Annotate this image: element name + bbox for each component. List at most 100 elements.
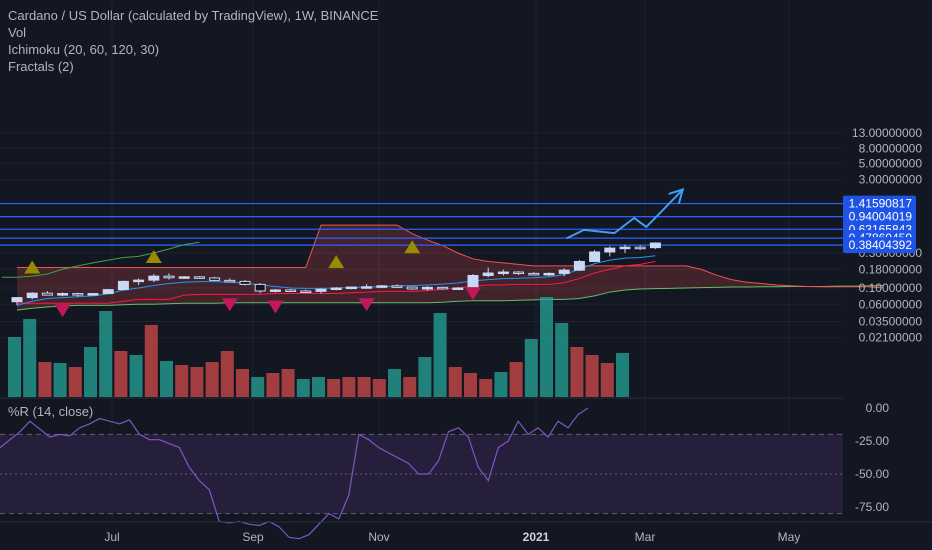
volume-bar — [114, 351, 128, 397]
volume-bar — [296, 379, 310, 397]
volume-bar — [251, 377, 265, 397]
senkou-span-b — [17, 224, 884, 289]
candle-body — [437, 286, 449, 290]
volume-bar — [433, 313, 447, 397]
volume-bar — [312, 377, 325, 397]
volume-bar — [570, 347, 584, 397]
cloud-segment — [366, 225, 382, 303]
wr-tick-label: -25.00 — [855, 434, 889, 448]
horizontal-levels[interactable] — [0, 202, 843, 246]
candle-body — [209, 277, 221, 281]
price-level-tag — [843, 195, 916, 212]
cloud-segment — [336, 225, 352, 303]
volume-bar — [99, 311, 113, 397]
williams-r-legend[interactable]: %R (14, close) — [8, 404, 94, 419]
volume-bar — [205, 362, 219, 397]
time-tick-label: 2021 — [523, 530, 550, 544]
time-tick-label: Nov — [368, 530, 389, 544]
volume-bar — [509, 362, 523, 397]
price-tick-label: 13.00000000 — [852, 126, 922, 140]
volume-bar — [585, 355, 599, 397]
volume-bar — [129, 355, 143, 397]
volume-bar — [220, 351, 234, 397]
candle-body — [482, 272, 494, 277]
candle-body — [406, 286, 418, 290]
cloud-segment — [381, 225, 397, 303]
price-tick-label: 0.06000000 — [859, 297, 923, 311]
volume-bar — [281, 369, 295, 397]
cloud-segment — [214, 267, 230, 304]
wr-line — [0, 407, 589, 540]
cloud-segment — [731, 279, 747, 288]
fractal-up-marker — [24, 260, 41, 274]
candle-body — [573, 260, 585, 271]
candle-body — [254, 283, 266, 292]
candle-body — [178, 276, 190, 279]
wr-tick-label: -75.00 — [855, 500, 889, 514]
legend-fractals[interactable]: Fractals (2) — [8, 59, 74, 74]
candle-body — [163, 275, 175, 279]
candle-body — [57, 293, 69, 296]
symbol-title[interactable]: Cardano / US Dollar (calculated by Tradi… — [8, 8, 379, 23]
price-level-tag-text: 0.94004019 — [849, 210, 913, 224]
candle-body — [11, 297, 23, 303]
volume-bar — [68, 367, 82, 397]
legend-vol[interactable]: Vol — [8, 25, 27, 40]
time-tick-label: May — [778, 530, 801, 544]
time-axis[interactable]: Jul Sep Nov 2021 Mar May — [0, 521, 932, 544]
cloud-segment — [564, 265, 580, 300]
candle-body — [224, 279, 236, 283]
senkou-span-a — [16, 285, 884, 311]
cloud-segment — [655, 265, 671, 289]
volume-bar — [555, 323, 569, 397]
candle-body — [619, 246, 631, 250]
candle-body — [315, 288, 327, 292]
cloud-segment — [488, 261, 504, 301]
price-level-tag-text: 0.38404392 — [849, 238, 913, 252]
volume-bar — [372, 379, 386, 397]
cloud-segment — [229, 267, 245, 303]
cloud-segment — [579, 265, 595, 299]
fractal-down-marker — [221, 298, 238, 312]
cloud-segment — [518, 264, 534, 301]
volume-bar — [38, 362, 52, 397]
candle-body — [26, 292, 38, 299]
volume-bar — [540, 297, 553, 397]
wr-tick-label: -50.00 — [855, 467, 889, 481]
candle-body — [41, 292, 53, 296]
kijun-line — [17, 260, 656, 304]
fractal-markers — [24, 240, 481, 318]
chikou-line — [1, 241, 200, 278]
volume-bar — [53, 363, 67, 397]
candle-body — [87, 293, 99, 296]
time-tick-label: Jul — [104, 530, 119, 544]
wr-tick-label: 0.00 — [866, 401, 890, 415]
volume-bar — [494, 372, 508, 397]
volume-bar — [144, 325, 158, 397]
volume-bar — [160, 361, 173, 397]
price-level-tag-text: 1.41590817 — [849, 197, 913, 211]
volume-bar — [342, 377, 356, 397]
cloud-segment — [351, 225, 367, 303]
candle-body — [102, 289, 114, 295]
projection-arrow[interactable] — [566, 188, 685, 240]
candle-body — [133, 279, 145, 283]
volume-bar — [403, 377, 417, 397]
cloud-segment — [184, 267, 200, 304]
volume-bar — [524, 339, 538, 397]
candle-body — [421, 286, 433, 290]
price-tick-label: 5.00000000 — [859, 156, 923, 170]
fractal-down-marker — [358, 298, 375, 312]
price-tick-label: 0.18000000 — [859, 262, 923, 276]
volume-bar — [357, 377, 371, 397]
cloud-segment — [670, 265, 686, 289]
cloud-segment — [123, 267, 139, 305]
candle-body — [239, 280, 251, 285]
volume-bar — [464, 373, 477, 397]
volume-bar — [23, 319, 37, 397]
volume-bar — [600, 363, 614, 397]
legend-ichimoku[interactable]: Ichimoku (20, 60, 120, 30) — [8, 42, 160, 57]
candle-body — [543, 272, 555, 276]
